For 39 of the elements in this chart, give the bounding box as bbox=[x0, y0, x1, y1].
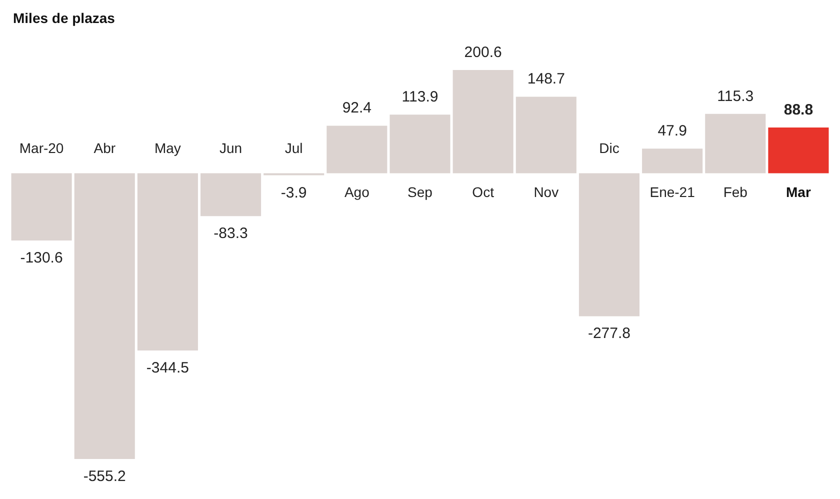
bar bbox=[137, 173, 198, 351]
bar bbox=[705, 114, 766, 174]
x-tick-label: May bbox=[154, 140, 181, 156]
x-tick-label: Jul bbox=[284, 140, 303, 156]
x-tick-label: Oct bbox=[472, 184, 494, 200]
data-label: -277.8 bbox=[588, 325, 631, 342]
x-tick-label: Mar bbox=[786, 184, 812, 200]
bar bbox=[200, 173, 262, 216]
chart-title: Miles de plazas bbox=[13, 10, 116, 26]
bar bbox=[578, 173, 640, 316]
x-tick-label: Dic bbox=[599, 140, 620, 156]
data-label: 47.9 bbox=[658, 122, 687, 140]
data-label: -83.3 bbox=[214, 225, 248, 242]
x-tick-label: Feb bbox=[723, 184, 748, 200]
bar bbox=[452, 70, 514, 174]
bar bbox=[74, 173, 135, 459]
data-label: 92.4 bbox=[342, 100, 372, 117]
x-tick-label: Nov bbox=[534, 184, 559, 200]
bar bbox=[642, 148, 703, 174]
data-label: 88.8 bbox=[784, 102, 814, 119]
data-label: -3.9 bbox=[280, 184, 307, 202]
data-label: -555.2 bbox=[83, 468, 126, 485]
data-label: 115.3 bbox=[717, 88, 754, 105]
x-tick-label: Ago bbox=[344, 184, 370, 200]
data-label: -344.5 bbox=[146, 360, 189, 377]
data-label: -130.6 bbox=[20, 249, 63, 266]
bar bbox=[516, 96, 576, 174]
x-tick-label: Sep bbox=[408, 184, 433, 200]
data-label: 200.6 bbox=[464, 44, 502, 61]
bar bbox=[390, 114, 450, 174]
x-tick-label: Jun bbox=[219, 140, 242, 156]
bar bbox=[11, 173, 72, 240]
x-tick-label: Mar-20 bbox=[19, 140, 64, 156]
bar bbox=[326, 126, 388, 174]
x-tick-label: Abr bbox=[94, 140, 116, 156]
data-label: 113.9 bbox=[402, 88, 438, 106]
bar bbox=[768, 128, 829, 174]
data-label: 148.7 bbox=[527, 70, 565, 88]
x-tick-label: Ene-21 bbox=[650, 184, 696, 200]
